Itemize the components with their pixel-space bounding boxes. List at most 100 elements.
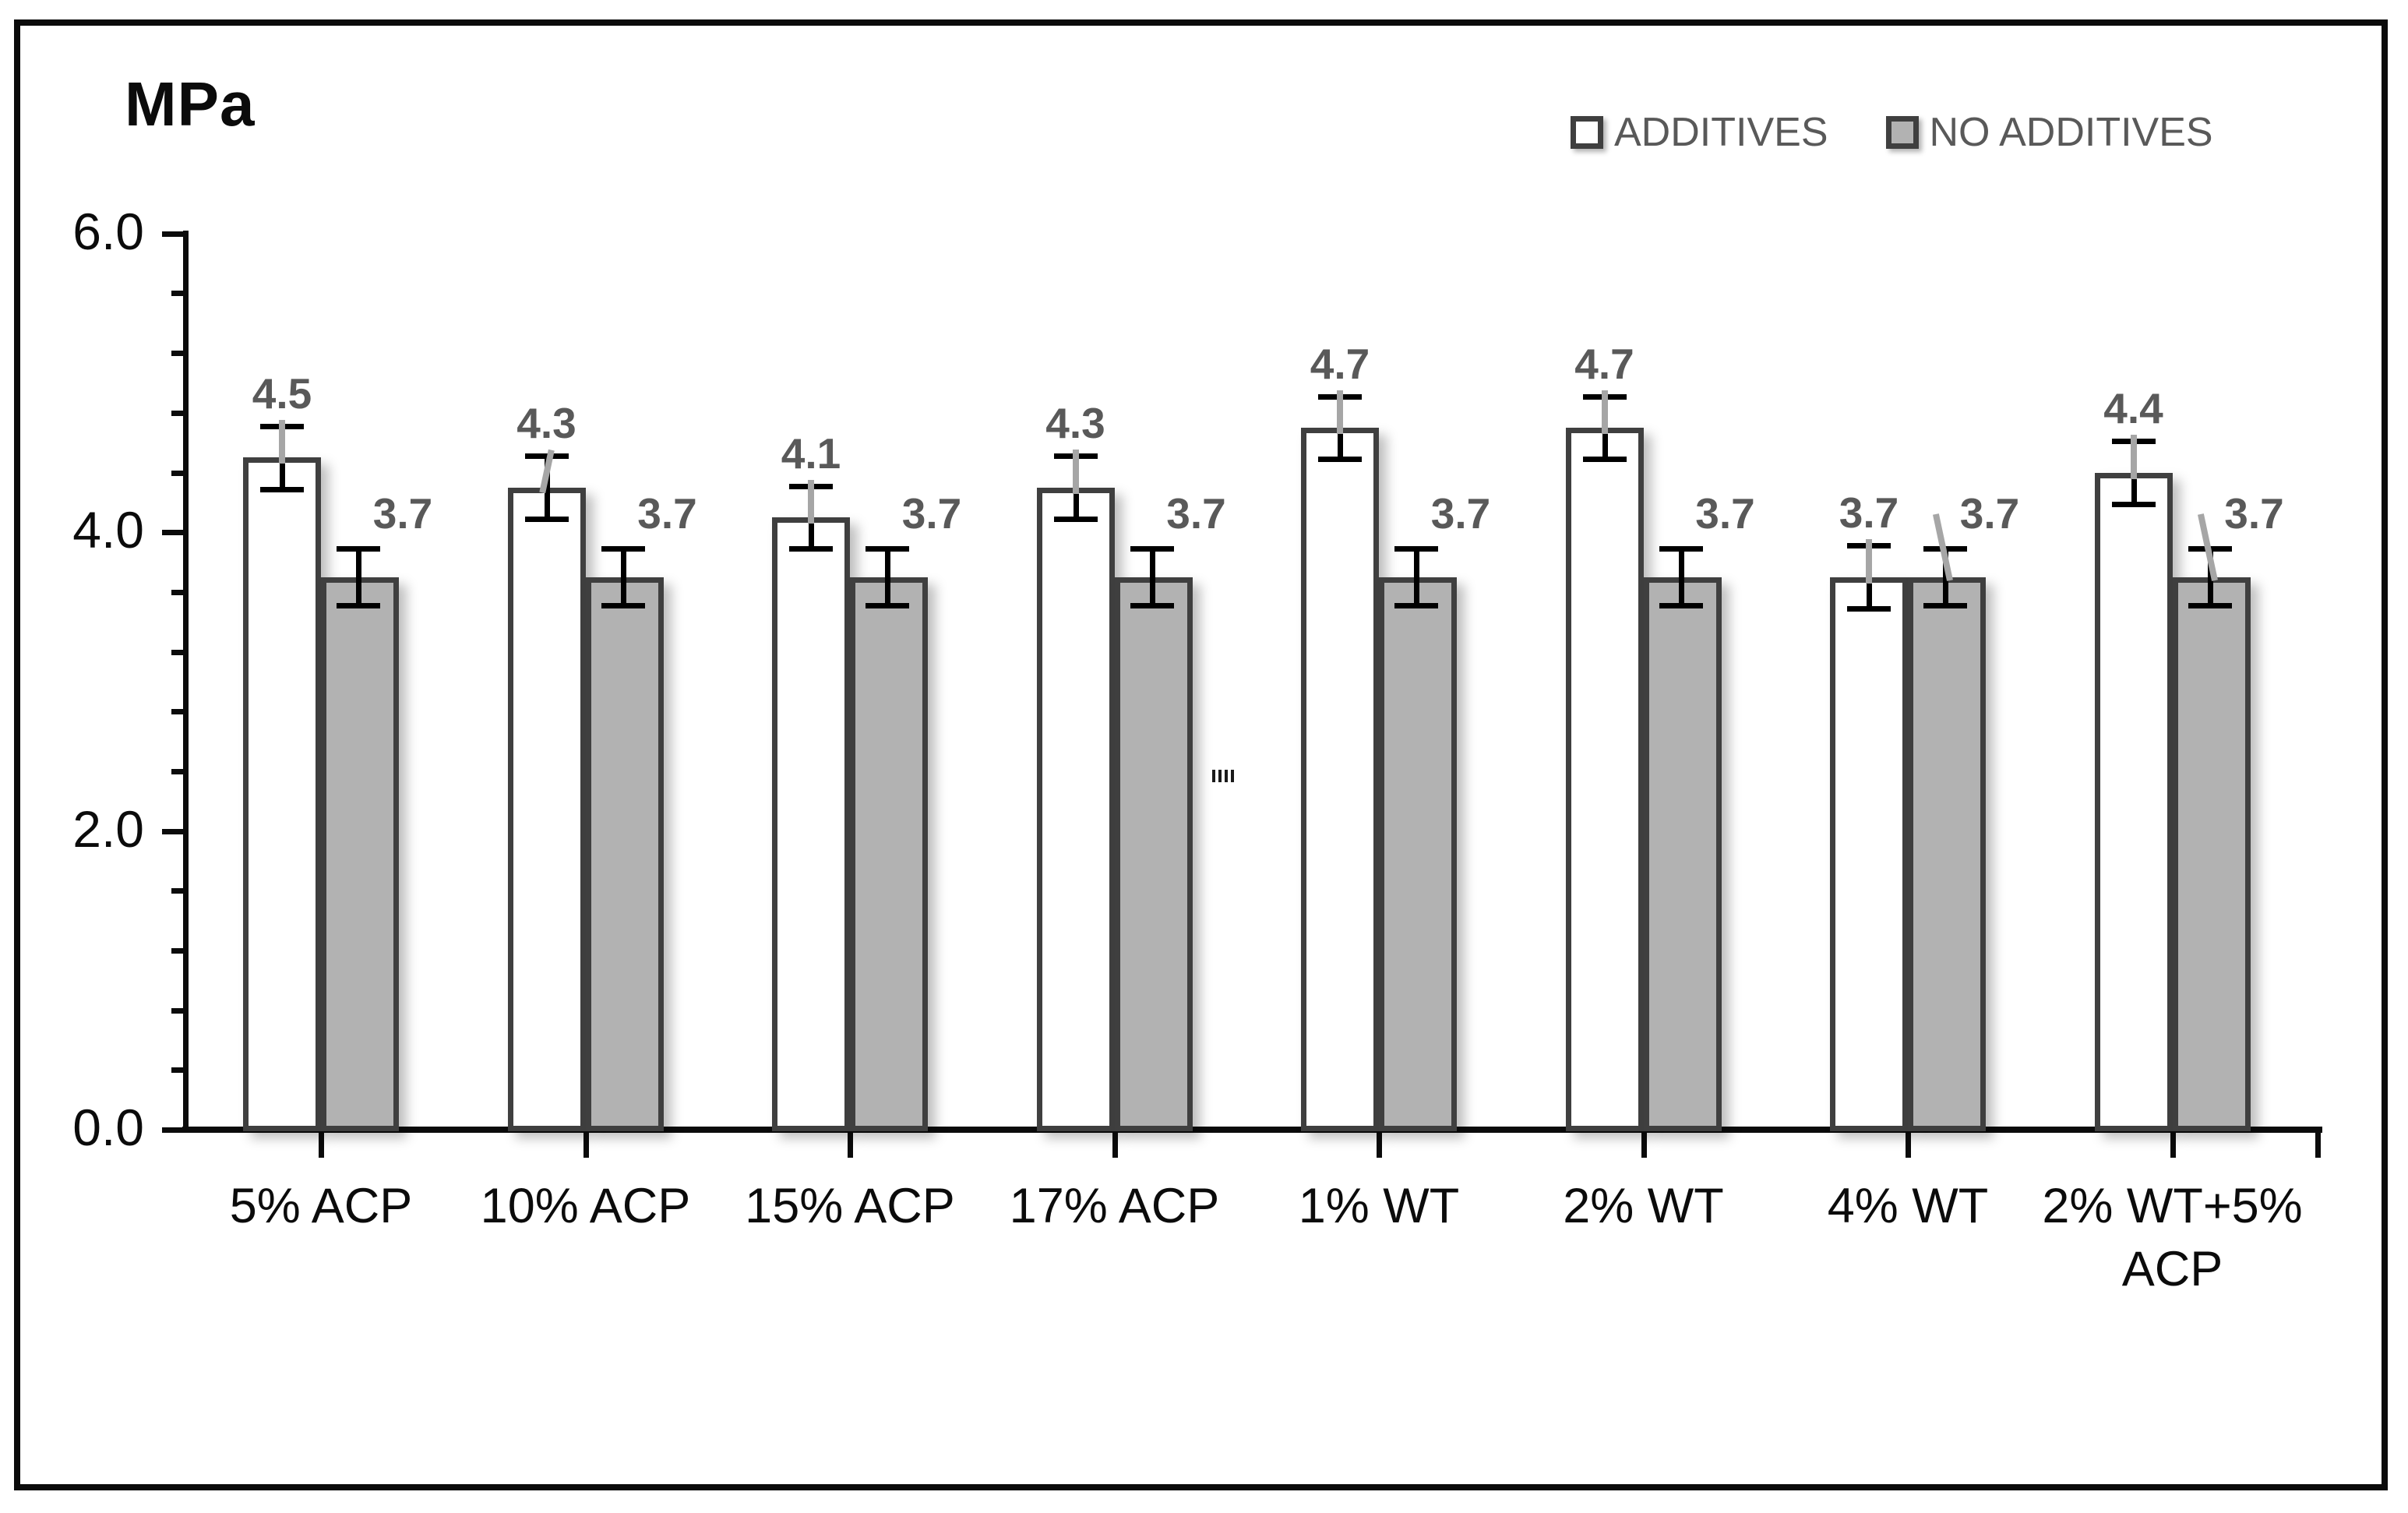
x-axis-tick — [319, 1130, 324, 1158]
error-bar-cap-top — [337, 546, 380, 552]
x-axis-label-4-wt: 4% WT — [1827, 1179, 1989, 1233]
bar-additives-4-wt — [1830, 577, 1908, 1131]
y-axis-major-tick — [162, 828, 185, 834]
data-label-no-additives-2-wt: 3.7 — [1695, 489, 1755, 538]
x-axis-tick — [1906, 1130, 1911, 1158]
bar-no-additives-4-wt — [1908, 577, 1986, 1131]
x-axis-label-17-acp: 17% ACP — [1009, 1179, 1220, 1233]
data-label-no-additives-2-wt-5-acp: 3.7 — [2224, 489, 2284, 538]
y-axis-major-tick — [162, 1127, 185, 1133]
bar-additives-1-wt — [1301, 428, 1379, 1131]
bar-additives-15-acp — [772, 517, 850, 1131]
bar-no-additives-2-wt-5-acp — [2172, 577, 2251, 1131]
data-label-no-additives-15-acp: 3.7 — [901, 489, 962, 538]
y-axis-line — [183, 230, 189, 1133]
label-leader-line — [279, 420, 285, 464]
legend-label-no-additives: NO ADDITIVES — [1929, 110, 2213, 155]
bar-additives-2-wt — [1565, 428, 1644, 1131]
y-axis-title: MPa — [125, 69, 256, 139]
error-bar-no-additives-17-acp — [1149, 548, 1155, 606]
y-axis-tick-label: 0.0 — [72, 1098, 144, 1156]
legend-label-additives: ADDITIVES — [1614, 110, 1828, 155]
error-bar-cap-bottom — [866, 603, 909, 609]
x-axis-label-1-wt: 1% WT — [1298, 1179, 1460, 1233]
data-label-additives-15-acp: 4.1 — [781, 429, 841, 478]
x-axis-tick — [1112, 1130, 1118, 1158]
data-label-additives-4-wt: 3.7 — [1839, 488, 1899, 538]
data-label-no-additives-1-wt: 3.7 — [1430, 489, 1491, 538]
error-bar-additives-10-acp — [544, 456, 550, 519]
legend: ADDITIVES NO ADDITIVES — [1571, 109, 2271, 156]
bar-additives-5-acp — [243, 457, 321, 1131]
error-bar-cap-bottom — [1659, 603, 1703, 609]
bar-no-additives-15-acp — [850, 577, 928, 1131]
x-axis-tick — [583, 1130, 589, 1158]
chart-frame — [14, 19, 2388, 1490]
error-bar-cap-bottom — [601, 603, 645, 609]
error-bar-cap-top — [866, 546, 909, 552]
bar-no-additives-17-acp — [1114, 577, 1193, 1131]
data-label-no-additives-10-acp: 3.7 — [637, 489, 697, 538]
error-bar-cap-bottom — [1130, 603, 1174, 609]
label-leader-line — [1601, 390, 1608, 434]
error-bar-no-additives-10-acp — [620, 548, 626, 606]
data-label-additives-17-acp: 4.3 — [1045, 399, 1105, 448]
error-bar-cap-bottom — [2111, 501, 2156, 507]
x-axis-tick — [848, 1130, 853, 1158]
bar-additives-17-acp — [1036, 487, 1115, 1131]
x-axis-label-15-acp: 15% ACP — [745, 1179, 955, 1233]
error-bar-cap-bottom — [1923, 603, 1967, 609]
x-axis-end-tick — [2315, 1130, 2321, 1158]
error-bar-cap-top — [1394, 546, 1438, 552]
data-label-additives-2-wt: 4.7 — [1574, 339, 1634, 388]
x-axis-line — [182, 1127, 2322, 1133]
label-leader-line — [1866, 539, 1872, 584]
y-axis-minor-tick — [171, 709, 185, 715]
x-axis-label-5-acp: 5% ACP — [229, 1179, 413, 1233]
x-axis-tick — [2170, 1130, 2176, 1158]
error-bar-cap-bottom — [524, 516, 569, 522]
x-axis-label-2-wt-5-acp: 2% WT+5% ACP — [2042, 1179, 2303, 1296]
data-label-additives-1-wt: 4.7 — [1310, 339, 1370, 388]
bar-additives-10-acp — [507, 487, 586, 1131]
x-axis-label-10-acp: 10% ACP — [480, 1179, 691, 1233]
bar-no-additives-2-wt — [1643, 577, 1722, 1131]
error-bar-cap-top — [1659, 546, 1703, 552]
error-bar-cap-top — [601, 546, 645, 552]
error-bar-no-additives-5-acp — [356, 548, 361, 606]
y-axis-minor-tick — [171, 351, 185, 357]
legend-swatch-additives — [1571, 116, 1603, 149]
error-bar-no-additives-2-wt — [1678, 548, 1684, 606]
data-label-no-additives-5-acp: 3.7 — [372, 489, 433, 538]
bar-additives-2-wt-5-acp — [2094, 472, 2173, 1131]
bar-no-additives-1-wt — [1379, 577, 1457, 1131]
y-axis-minor-tick — [171, 470, 185, 476]
error-bar-cap-bottom — [260, 486, 304, 492]
label-leader-line — [1072, 450, 1079, 494]
error-bar-cap-bottom — [1582, 457, 1627, 463]
error-bar-cap-bottom — [789, 546, 833, 552]
error-bar-cap-bottom — [1847, 605, 1891, 612]
x-axis-label-2-wt: 2% WT — [1563, 1179, 1724, 1233]
y-axis-major-tick — [162, 530, 185, 536]
bar-no-additives-5-acp — [321, 577, 399, 1131]
y-axis-minor-tick — [171, 291, 185, 297]
data-label-additives-10-acp: 4.3 — [517, 399, 576, 448]
y-axis-minor-tick — [171, 1007, 185, 1014]
error-bar-cap-bottom — [1394, 603, 1438, 609]
error-bar-no-additives-1-wt — [1414, 548, 1419, 606]
y-axis-tick-label: 2.0 — [72, 799, 144, 858]
label-leader-line — [2130, 435, 2137, 479]
y-axis-minor-tick — [171, 947, 185, 954]
data-label-additives-2-wt-5-acp: 4.4 — [2103, 384, 2163, 433]
label-leader-line — [808, 479, 814, 524]
y-axis-minor-tick — [171, 768, 185, 774]
y-axis-tick-label: 6.0 — [72, 202, 144, 260]
data-label-no-additives-4-wt: 3.7 — [1959, 489, 2020, 538]
data-label-no-additives-17-acp: 3.7 — [1166, 489, 1226, 538]
y-axis-minor-tick — [171, 1067, 185, 1074]
y-axis-minor-tick — [171, 649, 185, 655]
y-axis-minor-tick — [171, 410, 185, 416]
bar-no-additives-10-acp — [585, 577, 664, 1131]
error-bar-cap-bottom — [2188, 603, 2232, 609]
